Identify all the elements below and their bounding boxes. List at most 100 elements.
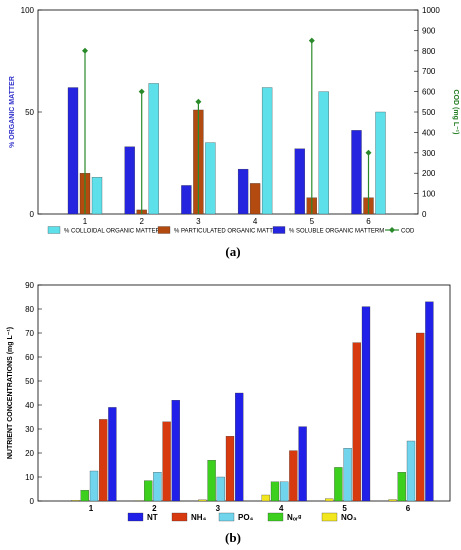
chart-b-bar (325, 498, 334, 502)
chart-b-legend-label: NT (147, 513, 158, 522)
chart-a-bars (67, 83, 386, 215)
chart-b-bar (71, 500, 80, 502)
chart-b-bar (153, 472, 162, 502)
chart-b-bar (334, 467, 343, 502)
chart-a-x-tick-label: 4 (253, 217, 258, 226)
chart-b-y-ticks: 0 10 20 30 40 50 60 70 80 90 (25, 281, 42, 506)
chart-a-legend-label: % PARTICULATED ORGANIC MATTER (174, 229, 282, 235)
chart-a-cod-marker (308, 37, 315, 44)
chart-b-bar (289, 450, 298, 502)
chart-a-x-tick-label: 6 (366, 217, 371, 226)
chart-b-bar (216, 476, 225, 502)
chart-a-y-tick-label: 0 (30, 210, 35, 219)
chart-b-bar (270, 481, 280, 502)
chart-b-plot-frame (37, 284, 451, 502)
chart-b-legend-swatch (171, 512, 188, 522)
chart-a-y2-ticks: 0 100 200 300 400 500 600 700 800 900 1000 (414, 6, 440, 219)
chart-b-bar (425, 301, 434, 502)
chart-a-bar (375, 111, 386, 215)
chart-b-y-tick-label: 90 (25, 281, 34, 290)
chart-a-x-tick-label: 2 (139, 217, 144, 226)
chart-a-legend-label: % COLLOIDAL ORGANIC MATTER (64, 229, 161, 235)
chart-a-y2-tick-label: 100 (422, 190, 436, 199)
chart-b-x-tick-label: 4 (279, 504, 284, 513)
chart-b-bar (406, 440, 416, 502)
chart-a-y2-tick-label: 300 (422, 149, 436, 158)
chart-b-y-axis-label: NUTRIENT CONCENTRATIONS (mg L⁻¹) (7, 327, 14, 459)
chart-b-legend-label: NO₃ (341, 513, 357, 522)
chart-b-y-tick-label: 80 (25, 305, 34, 314)
chart-b-x-tick-label: 3 (216, 504, 221, 513)
chart-b-y-tick-label: 70 (25, 329, 34, 338)
chart-a-y-axis-label: % ORGANIC MATTER (9, 76, 16, 148)
chart-a-y-ticks: 0 50 100 (21, 6, 42, 219)
chart-a-y2-axis-label: COD (mg L⁻¹) (452, 90, 459, 135)
chart-b-bar (235, 392, 244, 502)
chart-a-bar (249, 183, 261, 215)
chart-a-y2-tick-label: 400 (422, 128, 436, 137)
chart-b-x-tick-label: 6 (406, 504, 411, 513)
chart-b-x-tick-label: 5 (342, 504, 347, 513)
chart-a-legend-swatch (47, 226, 61, 234)
chart-b-panel-label: (b) (225, 530, 241, 545)
chart-b-bar (397, 472, 406, 502)
chart-a-bar (67, 87, 79, 215)
chart-a-y2-tick-label: 200 (422, 169, 436, 178)
chart-b-bar (361, 306, 371, 502)
chart-b-bar (162, 421, 171, 502)
chart-b-bar (388, 499, 397, 502)
chart-a-y2-tick-label: 1000 (422, 6, 440, 15)
chart-a-x-tick-label: 3 (196, 217, 201, 226)
chart-b-bar (198, 499, 207, 502)
chart-b-bar (225, 436, 235, 502)
chart-a-y2-tick-label: 700 (422, 67, 436, 76)
chart-a-cod-marker (195, 98, 202, 105)
chart-a-bar (318, 91, 329, 215)
chart-a-x-ticks: 1 2 3 4 5 6 (83, 217, 372, 226)
chart-a-y2-tick-label: 600 (422, 88, 436, 97)
chart-b-x-tick-label: 1 (89, 504, 94, 513)
chart-a-y2-tick-label: 900 (422, 26, 436, 35)
chart-b-bar (416, 332, 425, 502)
chart-a-cod-marker (365, 149, 372, 156)
chart-a-legend-swatch (157, 226, 171, 234)
chart-b-y-tick-label: 30 (25, 425, 34, 434)
chart-b-x-tick-label: 2 (152, 504, 157, 513)
chart-a-y-tick-label: 50 (25, 108, 34, 117)
chart-a-bar (351, 130, 362, 215)
chart-b-bar (343, 448, 352, 502)
chart-b-bar (298, 426, 307, 502)
chart-b-legend-swatch (267, 512, 284, 522)
chart-a-x-tick-label: 1 (83, 217, 88, 226)
chart-a-y2-tick-label: 500 (422, 108, 436, 117)
chart-b-bar (80, 490, 89, 502)
chart-a-x-tick-label: 5 (310, 217, 315, 226)
chart-a-bar (261, 87, 273, 215)
chart-a-legend-marker (389, 227, 395, 233)
chart-a-legend-label: % SOLUBLE ORGANIC MATTERM (289, 229, 384, 235)
chart-a-bar (181, 185, 192, 215)
chart-b-y-tick-label: 50 (25, 377, 34, 386)
chart-b-y-tick-label: 60 (25, 353, 34, 362)
chart-a-bar (237, 168, 249, 215)
chart-a-y2-tick-label: 0 (422, 210, 427, 219)
chart-b-y-tick-label: 40 (25, 401, 34, 410)
chart-b-legend-label: Nₒᵣᵍ (287, 513, 301, 522)
chart-a-bar (91, 177, 103, 215)
chart-b-bar (108, 407, 117, 502)
chart-a-y2-tick-label: 800 (422, 47, 436, 56)
chart-a-bar (124, 146, 135, 215)
chart-b-legend-swatch (127, 512, 144, 522)
chart-a-bar (294, 148, 305, 215)
chart-a-bar (205, 142, 216, 215)
chart-a-legend-label: COD (401, 229, 415, 235)
chart-b-bar (280, 481, 289, 502)
chart-b-y-tick-label: 20 (25, 449, 34, 458)
chart-b-legend-swatch (218, 512, 235, 522)
chart-a-cod-series (82, 37, 372, 214)
chart-b-bar (89, 470, 99, 502)
chart-a-bar (148, 83, 159, 215)
chart-b-bar (99, 419, 108, 502)
